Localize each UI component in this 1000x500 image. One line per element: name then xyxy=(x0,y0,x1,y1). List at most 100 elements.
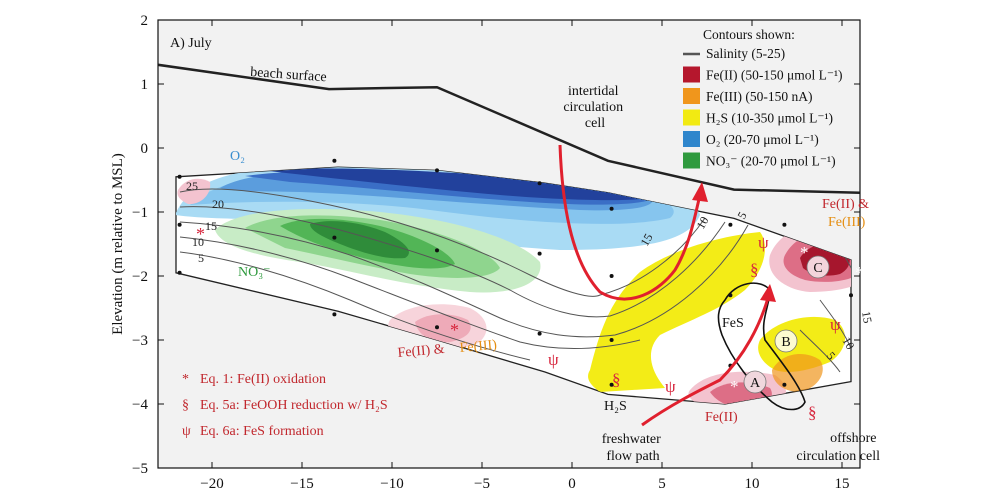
sample-point xyxy=(609,382,614,387)
y-axis: −5 −4 −3 −2 −1 0 1 2 xyxy=(132,13,860,477)
legend-swatch xyxy=(683,131,700,147)
o2-label: O₂ xyxy=(230,149,245,164)
offshore-circulation-arrow xyxy=(868,365,880,425)
legend-label: Salinity (5-25) xyxy=(706,46,785,61)
fes-marker-2: ψ xyxy=(665,377,676,396)
fe2-left-label: Fe(II) & xyxy=(397,342,445,361)
y-tick-label: 1 xyxy=(141,77,149,93)
offshore-arrowhead xyxy=(860,352,874,370)
x-tick-label: −5 xyxy=(474,476,490,492)
h2s-label: H₂S xyxy=(604,399,627,414)
freshwater-label: freshwater flow path xyxy=(602,432,665,464)
zone-marker-b: B xyxy=(781,335,790,350)
freshwater-arrowhead xyxy=(760,284,776,302)
sample-point xyxy=(177,174,182,179)
freshwater-flow-arrow xyxy=(641,297,770,427)
reaction-key-label-2: Eq. 5a: FeOOH reduction w/ H₂S xyxy=(200,398,388,413)
oxidation-marker-c2: * xyxy=(855,263,864,282)
fe3-right-label: Fe(III) xyxy=(828,215,866,230)
legend-label: Fe(II) (50-150 μmol L⁻¹) xyxy=(706,68,843,83)
salinity-label-15: 15 xyxy=(205,219,217,233)
x-tick-label: 0 xyxy=(568,476,576,492)
zone-marker-c: C xyxy=(813,261,822,276)
x-tick-label: −20 xyxy=(200,476,223,492)
legend-swatch xyxy=(683,109,700,126)
sample-points xyxy=(177,158,853,387)
fe3-left-label: Fe(III) xyxy=(459,338,498,356)
x-axis: −20 −15 −10 −5 0 5 10 15 xyxy=(200,20,850,492)
sample-point xyxy=(435,325,439,330)
fes-marker-4: ψ xyxy=(830,315,841,334)
reaction-key-symbol-3: ψ xyxy=(182,424,191,439)
intertidal-circulation-arrow xyxy=(558,144,702,301)
legend-swatch xyxy=(683,88,700,104)
x-tick-label: −15 xyxy=(290,476,313,492)
sample-point xyxy=(609,206,614,211)
x-tick-label: 5 xyxy=(658,476,666,492)
x-tick-label: 10 xyxy=(745,476,760,492)
sample-point xyxy=(177,270,182,275)
sample-point xyxy=(332,158,337,163)
sample-point xyxy=(728,222,733,227)
y-axis-label: Elevation (m relative to MSL) xyxy=(110,153,126,335)
y-tick-label: −3 xyxy=(132,333,148,349)
y-tick-label: −4 xyxy=(132,397,148,413)
sample-point xyxy=(728,293,733,298)
reaction-key: * Eq. 1: Fe(II) oxidation § Eq. 5a: FeOO… xyxy=(182,372,388,439)
circulation-arrows xyxy=(558,144,880,427)
fe2-bottom-label: Fe(II) xyxy=(705,410,738,425)
no3-field xyxy=(215,209,541,293)
sample-point xyxy=(332,235,337,240)
sample-point xyxy=(537,331,542,336)
sample-point xyxy=(435,168,439,173)
legend-label: Fe(III) (50-150 nA) xyxy=(706,89,812,104)
zone-markers xyxy=(743,255,830,394)
legend-title: Contours shown: xyxy=(703,27,795,42)
zone-marker-a: A xyxy=(750,376,761,391)
beach-surface-label: beach surface xyxy=(250,65,327,85)
salinity-label-5: 5 xyxy=(198,251,204,265)
fes-marker-3: ψ xyxy=(758,233,769,252)
sample-point xyxy=(782,382,787,387)
salinity-label-25: 25 xyxy=(186,179,198,193)
reaction-key-label-1: Eq. 1: Fe(II) oxidation xyxy=(200,372,326,387)
legend: Contours shown: Salinity (5-25) Fe(II) (5… xyxy=(683,27,843,169)
reaction-markers: * * ψ ψ ψ ψ § § § * * * xyxy=(196,224,864,422)
y-tick-label: −2 xyxy=(132,269,148,285)
panel-label: A) July xyxy=(170,36,212,51)
fe3-field xyxy=(772,354,823,392)
oxidation-marker-fe: * xyxy=(450,320,459,340)
reaction-key-symbol-1: * xyxy=(182,372,189,387)
fes-label: FeS xyxy=(722,316,744,331)
reduction-marker-1: § xyxy=(612,370,621,389)
reaction-key-symbol-2: § xyxy=(182,398,189,413)
reaction-key-label-3: Eq. 6a: FeS formation xyxy=(200,424,324,439)
h2s-field xyxy=(588,232,846,392)
x-tick-label: 15 xyxy=(835,476,850,492)
oxidation-marker-a: * xyxy=(730,377,739,396)
sample-point xyxy=(782,222,787,227)
sample-point xyxy=(609,338,614,342)
legend-label: O₂ (20-70 μmol L⁻¹) xyxy=(706,132,819,147)
sample-point xyxy=(849,293,853,298)
y-tick-label: −1 xyxy=(132,205,148,221)
axes-frame xyxy=(157,19,861,469)
sample-point xyxy=(537,251,542,256)
y-tick-label: 2 xyxy=(141,13,149,29)
beach-surface-line xyxy=(158,63,860,195)
legend-swatch xyxy=(683,66,700,83)
sample-point xyxy=(177,222,182,227)
sample-point xyxy=(537,181,542,186)
fes-marker-1: ψ xyxy=(548,350,559,369)
sample-point xyxy=(435,248,439,253)
sample-point xyxy=(609,274,614,278)
oxidation-marker-c: * xyxy=(800,243,809,262)
offshore-label: offshore circulation cell xyxy=(796,431,880,464)
legend-label: NO₃⁻ (20-70 μmol L⁻¹) xyxy=(706,154,836,169)
sample-point xyxy=(332,312,337,317)
y-tick-label: −5 xyxy=(132,461,148,477)
salinity-label-20: 20 xyxy=(212,197,224,211)
legend-swatch xyxy=(683,152,700,169)
oxidation-marker-left: * xyxy=(196,224,205,244)
